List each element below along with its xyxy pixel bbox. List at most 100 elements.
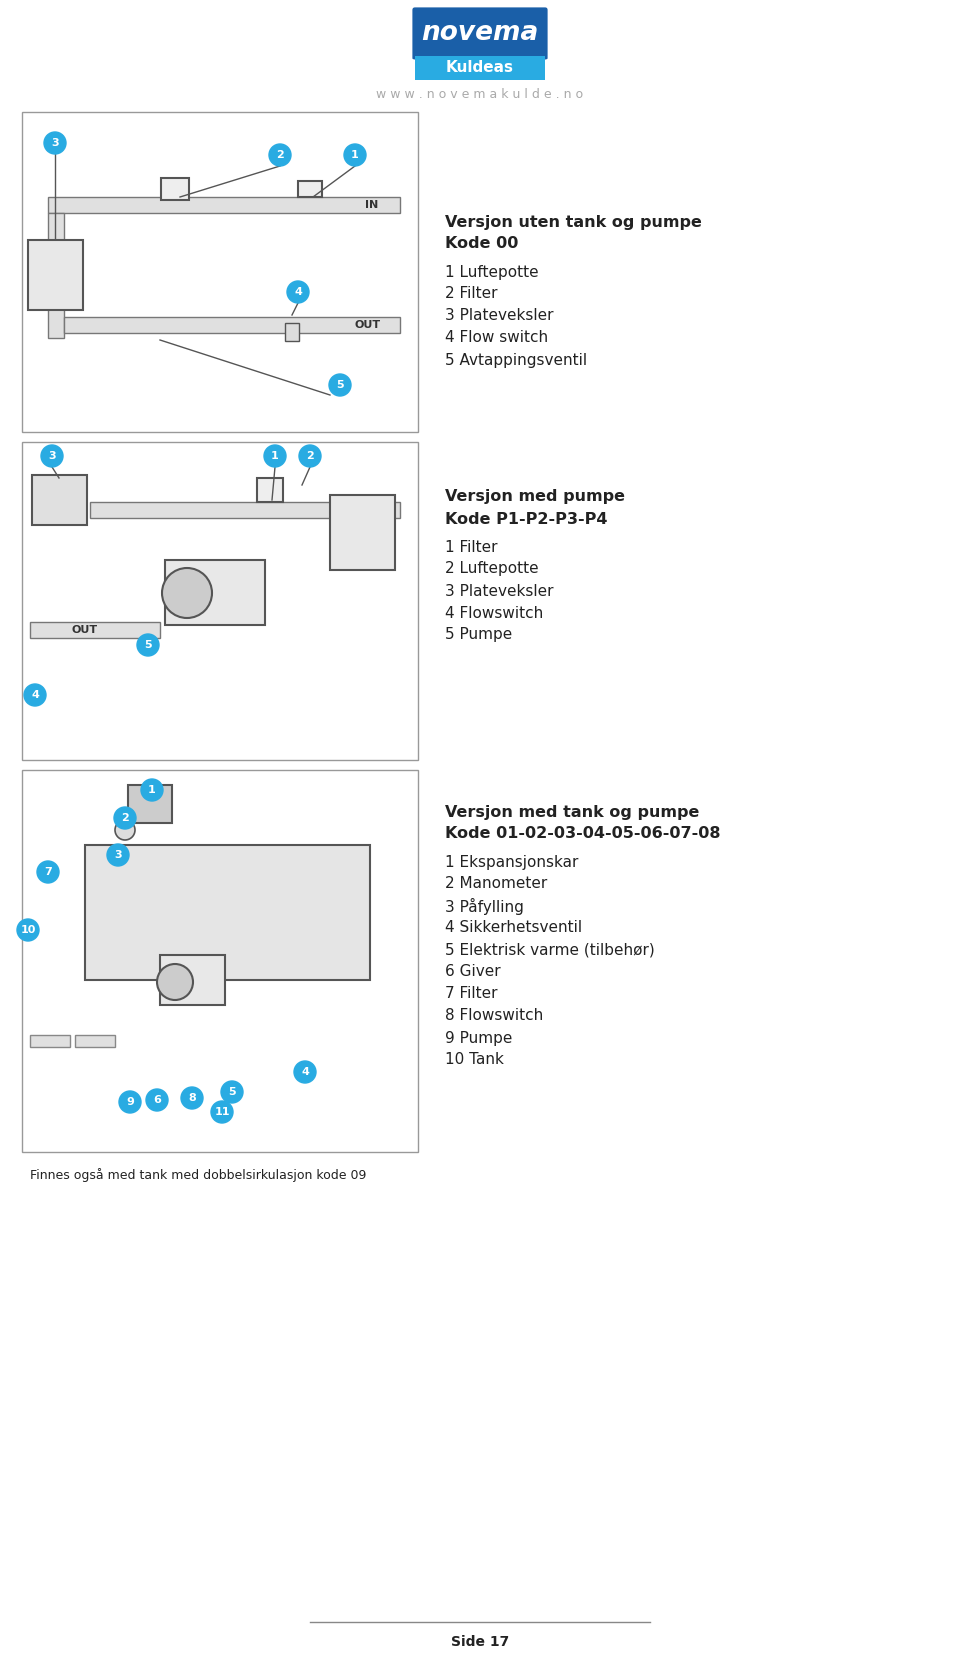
Bar	[165, 560, 265, 625]
Text: 8: 8	[188, 1093, 196, 1103]
Text: 1: 1	[351, 149, 359, 159]
Bar	[285, 322, 299, 341]
Circle shape	[329, 374, 351, 395]
Circle shape	[181, 1086, 203, 1110]
Text: w w w . n o v e m a k u l d e . n o: w w w . n o v e m a k u l d e . n o	[376, 88, 584, 101]
Circle shape	[37, 860, 59, 884]
Text: 6: 6	[153, 1095, 161, 1105]
Text: 3: 3	[51, 138, 59, 148]
Text: Versjon med pumpe: Versjon med pumpe	[445, 490, 625, 505]
Text: 7 Filter: 7 Filter	[445, 987, 497, 1002]
Bar	[415, 55, 545, 80]
Text: Versjon uten tank og pumpe: Versjon uten tank og pumpe	[445, 214, 702, 229]
Text: 5 Pumpe: 5 Pumpe	[445, 628, 513, 643]
Bar	[48, 198, 400, 213]
Text: 2 Filter: 2 Filter	[445, 286, 497, 302]
Text: 4: 4	[31, 689, 39, 699]
Bar	[75, 1035, 115, 1046]
Bar	[22, 111, 418, 432]
Text: 1 Luftepotte: 1 Luftepotte	[445, 264, 539, 279]
Bar	[22, 442, 418, 761]
Text: 3 Plateveksler: 3 Plateveksler	[445, 583, 554, 598]
Circle shape	[294, 1061, 316, 1083]
Text: 3: 3	[48, 452, 56, 462]
Circle shape	[17, 919, 39, 942]
Text: 4 Sikkerhetsventil: 4 Sikkerhetsventil	[445, 920, 582, 935]
Circle shape	[141, 779, 163, 801]
Circle shape	[107, 844, 129, 865]
Text: 2: 2	[276, 149, 284, 159]
Text: 4: 4	[301, 1066, 309, 1076]
Text: 2: 2	[306, 452, 314, 462]
Circle shape	[264, 445, 286, 467]
Text: 4 Flow switch: 4 Flow switch	[445, 331, 548, 345]
Text: OUT: OUT	[355, 321, 381, 331]
Bar	[330, 495, 395, 570]
Text: 6 Giver: 6 Giver	[445, 965, 500, 980]
Circle shape	[269, 145, 291, 166]
Bar	[298, 181, 322, 198]
Circle shape	[41, 445, 63, 467]
Circle shape	[119, 1091, 141, 1113]
Bar	[161, 178, 189, 199]
Text: 2 Manometer: 2 Manometer	[445, 877, 547, 892]
Text: 9: 9	[126, 1096, 134, 1106]
Circle shape	[44, 131, 66, 154]
Text: 3: 3	[114, 850, 122, 860]
Text: 5: 5	[144, 639, 152, 649]
Text: 2 Luftepotte: 2 Luftepotte	[445, 561, 539, 576]
Bar	[90, 502, 400, 518]
Text: Kode P1-P2-P3-P4: Kode P1-P2-P3-P4	[445, 512, 608, 527]
Circle shape	[114, 807, 136, 829]
Bar	[30, 1035, 70, 1046]
Text: 1 Filter: 1 Filter	[445, 540, 497, 555]
Text: 8 Flowswitch: 8 Flowswitch	[445, 1008, 543, 1023]
Bar	[85, 845, 370, 980]
Text: 4: 4	[294, 287, 302, 297]
Bar	[160, 955, 225, 1005]
Bar	[64, 317, 400, 332]
Circle shape	[115, 821, 135, 840]
Text: 1 Ekspansjonskar: 1 Ekspansjonskar	[445, 854, 578, 869]
Text: Kode 01-02-03-04-05-06-07-08: Kode 01-02-03-04-05-06-07-08	[445, 827, 721, 842]
Text: 5 Avtappingsventil: 5 Avtappingsventil	[445, 352, 588, 367]
Text: 11: 11	[214, 1106, 229, 1116]
Circle shape	[211, 1101, 233, 1123]
Circle shape	[162, 568, 212, 618]
Text: IN: IN	[366, 199, 378, 209]
Text: 7: 7	[44, 867, 52, 877]
Circle shape	[299, 445, 321, 467]
Text: 9 Pumpe: 9 Pumpe	[445, 1030, 513, 1045]
Text: OUT: OUT	[72, 625, 98, 635]
Circle shape	[24, 684, 46, 706]
FancyBboxPatch shape	[411, 7, 549, 60]
Circle shape	[137, 635, 159, 656]
Bar	[128, 786, 172, 822]
Bar	[32, 475, 87, 525]
Text: 1: 1	[148, 786, 156, 796]
Text: Side 17: Side 17	[451, 1634, 509, 1649]
Text: 10: 10	[20, 925, 36, 935]
Bar	[48, 213, 64, 337]
Text: 1: 1	[271, 452, 278, 462]
Text: 10 Tank: 10 Tank	[445, 1053, 504, 1068]
Circle shape	[344, 145, 366, 166]
Text: IN: IN	[383, 505, 396, 515]
Bar	[30, 621, 160, 638]
Circle shape	[146, 1090, 168, 1111]
Text: 5: 5	[228, 1086, 236, 1096]
Bar	[22, 771, 418, 1153]
Text: 5: 5	[336, 380, 344, 390]
Text: 3 Plateveksler: 3 Plateveksler	[445, 309, 554, 324]
Text: Kuldeas: Kuldeas	[446, 60, 514, 75]
Bar	[28, 239, 83, 311]
Circle shape	[287, 281, 309, 302]
Text: Kode 00: Kode 00	[445, 236, 518, 251]
Text: Versjon med tank og pumpe: Versjon med tank og pumpe	[445, 804, 700, 819]
Text: 3 Påfylling: 3 Påfylling	[445, 897, 524, 915]
Text: 4 Flowswitch: 4 Flowswitch	[445, 606, 543, 621]
Circle shape	[157, 963, 193, 1000]
Text: 2: 2	[121, 812, 129, 822]
Text: Finnes også med tank med dobbelsirkulasjon kode 09: Finnes også med tank med dobbelsirkulasj…	[30, 1168, 367, 1183]
Text: 5 Elektrisk varme (tilbehør): 5 Elektrisk varme (tilbehør)	[445, 942, 655, 957]
